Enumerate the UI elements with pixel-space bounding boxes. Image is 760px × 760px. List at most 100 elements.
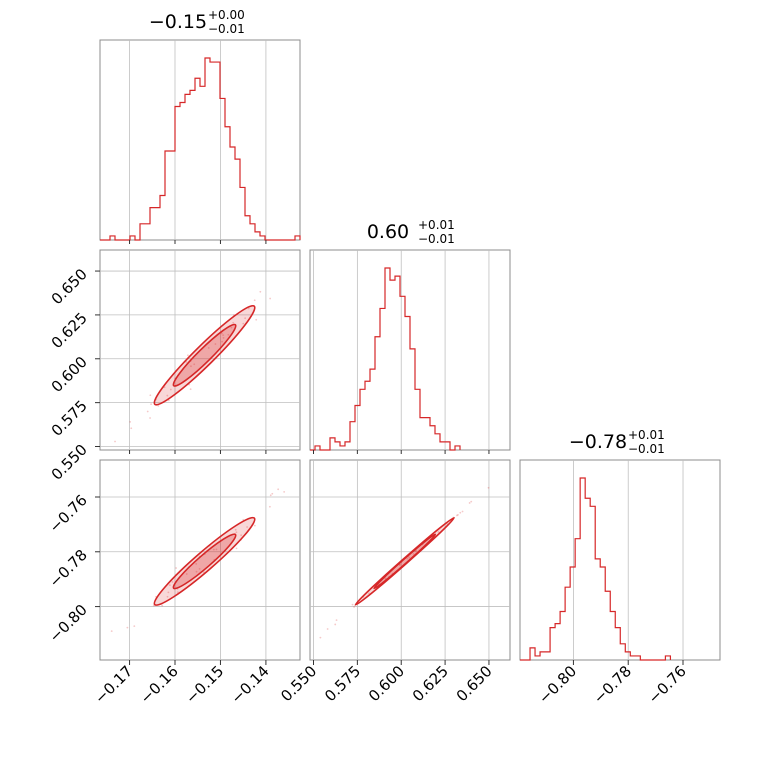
contour-2sigma: [153, 304, 256, 406]
title-value-2: −0.78: [569, 431, 627, 453]
histogram-step-0: [100, 57, 301, 241]
sample-point: [110, 630, 113, 633]
histogram-frame-0: [99, 39, 301, 241]
y-tick-label-1-4: 0.650: [48, 265, 91, 308]
sample-point: [235, 547, 238, 550]
sample-point: [253, 524, 256, 527]
sample-point: [195, 563, 198, 565]
sample-point: [246, 526, 248, 528]
sample-point: [456, 514, 458, 517]
sample-point: [319, 636, 322, 639]
sample-point: [189, 388, 192, 391]
sample-point: [215, 548, 218, 551]
sample-point: [157, 404, 160, 407]
histogram-frame-1: [309, 249, 511, 451]
sample-point: [175, 567, 178, 569]
sample-point: [459, 511, 462, 514]
sample-point: [221, 340, 223, 343]
sample-point: [334, 623, 337, 626]
x-tick-label-1-4: 0.650: [453, 662, 496, 705]
title-plus-2: +0.01: [628, 428, 665, 442]
contour-2sigma: [153, 516, 256, 606]
contour-1sigma: [172, 323, 237, 387]
sample-point: [167, 591, 170, 594]
sample-point: [198, 567, 201, 570]
sample-point: [269, 297, 272, 300]
histogram-panel-0: −0.15 +0.00−0.01: [99, 8, 301, 241]
sample-point: [230, 326, 233, 329]
sample-point: [244, 317, 247, 320]
contour-1sigma: [373, 533, 437, 590]
sample-point: [227, 333, 230, 336]
sample-point: [150, 403, 152, 406]
sample-point: [129, 421, 132, 423]
sample-point: [169, 388, 172, 391]
x-tick-label-2-0: −0.80: [535, 662, 580, 707]
y-tick-label-2-2: −0.76: [46, 491, 91, 536]
sample-point: [193, 363, 196, 366]
sample-point: [222, 336, 225, 339]
sample-point: [161, 604, 164, 607]
sample-point: [234, 528, 237, 531]
sample-point: [149, 394, 152, 397]
x-tick-label-0-1: −0.16: [137, 662, 182, 707]
y-tick-label-2-0: −0.80: [46, 601, 91, 646]
y-tick-label-2-1: −0.78: [46, 546, 91, 591]
sample-point: [269, 494, 272, 497]
sample-point: [133, 625, 136, 628]
sample-point: [168, 584, 171, 587]
sample-point: [253, 299, 256, 302]
title-value-1: 0.60: [367, 221, 409, 243]
sample-point: [255, 318, 258, 321]
histogram-panel-1: 0.60 +0.01−0.01: [309, 218, 511, 451]
sample-point: [414, 550, 417, 553]
y-tick-label-1-1: 0.575: [48, 397, 91, 440]
sample-point: [247, 307, 250, 310]
x-tick-label-1-3: 0.625: [409, 662, 452, 705]
sample-point: [240, 534, 243, 537]
y-tick-label-1-2: 0.600: [48, 353, 91, 396]
x-tick-label-0-2: −0.15: [182, 662, 227, 707]
x-tick-label-1-2: 0.600: [365, 662, 408, 705]
x-tick-label-2-2: −0.76: [645, 662, 690, 707]
title-minus-1: −0.01: [418, 232, 455, 246]
scatter-panel-0-2: [99, 459, 301, 661]
sample-point: [220, 332, 223, 335]
scatter-frame-0-2: [99, 459, 301, 661]
x-tick-label-1-1: 0.575: [321, 662, 364, 705]
sample-point: [195, 570, 198, 573]
sample-point: [335, 619, 338, 622]
histogram-step-1: [310, 267, 461, 451]
sample-point: [283, 491, 286, 493]
scatter-frame-1-2: [309, 459, 511, 661]
sample-point: [114, 440, 116, 443]
sample-point: [190, 365, 192, 368]
sample-point: [461, 510, 464, 513]
x-tick-label-1-0: 0.550: [277, 662, 320, 705]
y-tick-label-1-0: 0.550: [48, 441, 91, 484]
sample-point: [212, 548, 215, 551]
title-value-0: −0.15: [149, 11, 207, 33]
sample-point: [166, 595, 169, 598]
title-minus-2: −0.01: [628, 442, 665, 456]
sample-point: [398, 564, 401, 566]
sample-point: [130, 427, 133, 430]
sample-point: [368, 592, 370, 595]
title-plus-1: +0.01: [418, 218, 455, 232]
scatter-panel-1-2: [309, 459, 511, 661]
scatter-frame-0-1: [99, 249, 301, 451]
title-plus-0: +0.00: [208, 8, 245, 22]
sample-point: [232, 321, 235, 324]
sample-point: [222, 334, 225, 337]
sample-point: [186, 354, 189, 357]
sample-point: [277, 488, 280, 491]
sample-point: [126, 626, 129, 629]
histogram-frame-2: [519, 459, 721, 661]
histogram-panel-2: −0.78 +0.01−0.01: [519, 428, 721, 661]
x-tick-label-0-3: −0.14: [228, 662, 273, 707]
title-minus-0: −0.01: [208, 22, 245, 36]
x-tick-label-2-1: −0.78: [590, 662, 635, 707]
sample-point: [353, 606, 355, 608]
sample-point: [406, 557, 409, 560]
sample-point: [149, 417, 151, 419]
